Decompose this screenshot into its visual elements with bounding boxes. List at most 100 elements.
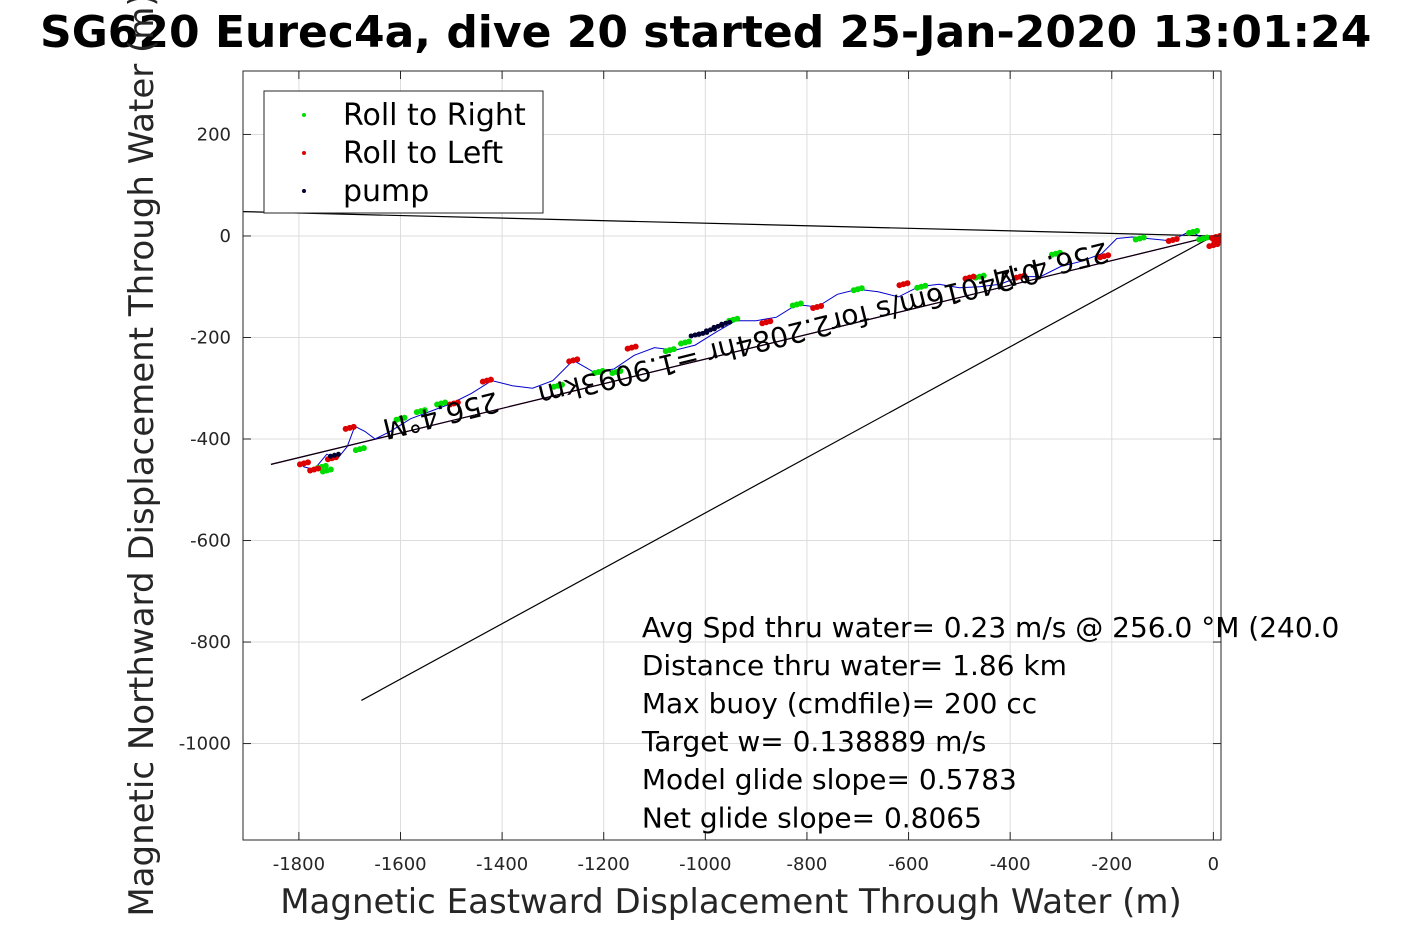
y-tick-label: -200 bbox=[190, 327, 231, 348]
y-tick-label: -1000 bbox=[179, 734, 231, 755]
x-tick-label: -800 bbox=[787, 854, 828, 875]
y-tick-label: -400 bbox=[190, 429, 231, 450]
pump-marker bbox=[703, 328, 709, 334]
track-line bbox=[298, 230, 1219, 471]
pump-marker bbox=[327, 453, 333, 459]
roll-left-marker bbox=[479, 378, 486, 385]
roll-left-marker bbox=[904, 280, 911, 287]
y-tick-label: 0 bbox=[220, 226, 231, 247]
x-tick-label: -1600 bbox=[374, 854, 426, 875]
roll-left-marker bbox=[350, 423, 357, 430]
roll-left-marker bbox=[759, 320, 766, 327]
y-tick-label: -600 bbox=[190, 531, 231, 552]
legend-marker-roll-right bbox=[302, 113, 306, 117]
roll-left-marker bbox=[446, 401, 453, 408]
roll-left-marker bbox=[632, 343, 639, 350]
roll-right-marker bbox=[617, 368, 624, 375]
roll-right-marker bbox=[401, 414, 408, 421]
legend-label-pump: pump bbox=[343, 174, 429, 209]
roll-left-marker bbox=[970, 273, 977, 280]
legend-marker-pump bbox=[302, 189, 306, 193]
roll-right-marker bbox=[797, 300, 804, 307]
roll-right-marker bbox=[850, 287, 857, 294]
roll-right-marker bbox=[360, 445, 367, 452]
roll-left-marker bbox=[962, 275, 969, 282]
roll-right-marker bbox=[1132, 236, 1139, 243]
roll-right-marker bbox=[1056, 249, 1063, 256]
roll-left-marker bbox=[1173, 236, 1180, 243]
roll-left-marker bbox=[574, 356, 581, 363]
roll-left-marker bbox=[342, 425, 349, 432]
roll-left-marker bbox=[810, 305, 817, 312]
roll-left-marker bbox=[454, 399, 461, 406]
roll-right-marker bbox=[322, 462, 329, 469]
roll-left-marker bbox=[896, 282, 903, 289]
pump-marker bbox=[711, 324, 717, 330]
pump-marker bbox=[719, 321, 725, 327]
reference-line bbox=[243, 211, 1214, 237]
roll-left-marker bbox=[487, 376, 494, 383]
roll-right-marker bbox=[327, 466, 334, 473]
pump-marker bbox=[688, 333, 694, 339]
roll-right-marker bbox=[789, 302, 796, 309]
roll-left-marker bbox=[566, 358, 573, 365]
roll-left-marker bbox=[307, 467, 314, 474]
legend-marker-roll-left bbox=[302, 151, 306, 155]
roll-right-marker bbox=[662, 348, 669, 355]
roll-right-marker bbox=[914, 284, 921, 291]
roll-right-marker bbox=[922, 282, 929, 289]
roll-right-marker bbox=[558, 381, 565, 388]
roll-left-marker bbox=[1105, 252, 1112, 259]
annotation-line: Model glide slope= 0.5783 bbox=[642, 763, 1017, 796]
roll-right-marker bbox=[686, 338, 693, 345]
pump-marker bbox=[696, 331, 702, 337]
plot-area bbox=[243, 211, 1221, 701]
pump-marker bbox=[723, 320, 729, 326]
chart-title: SG620 Eurec4a, dive 20 started 25-Jan-20… bbox=[40, 7, 1371, 58]
pump-marker bbox=[727, 319, 733, 325]
roll-left-marker bbox=[1097, 254, 1104, 261]
x-tick-label: -1000 bbox=[679, 854, 731, 875]
roll-left-marker bbox=[1165, 238, 1172, 245]
roll-left-marker bbox=[1013, 274, 1020, 281]
annotation-line: Net glide slope= 0.8065 bbox=[642, 801, 982, 834]
roll-right-marker bbox=[442, 399, 449, 406]
annotation-line: Avg Spd thru water= 0.23 m/s @ 256.0 °M … bbox=[642, 611, 1340, 644]
roll-left-marker bbox=[315, 465, 322, 472]
roll-left-marker bbox=[818, 303, 825, 310]
roll-right-marker bbox=[858, 285, 865, 292]
reference-line bbox=[361, 235, 1214, 701]
roll-left-marker bbox=[304, 459, 311, 466]
roll-right-marker bbox=[1196, 236, 1203, 243]
roll-right-marker bbox=[678, 340, 685, 347]
roll-left-marker bbox=[1214, 241, 1221, 248]
roll-right-marker bbox=[609, 370, 616, 377]
roll-right-marker bbox=[599, 368, 606, 375]
roll-right-marker bbox=[434, 401, 441, 408]
x-tick-label: -600 bbox=[888, 854, 929, 875]
annotation-line: Distance thru water= 1.86 km bbox=[642, 649, 1067, 682]
roll-right-marker bbox=[1048, 251, 1055, 258]
roll-right-marker bbox=[421, 407, 428, 414]
annotation-text: Avg Spd thru water= 0.23 m/s @ 256.0 °M … bbox=[641, 611, 1340, 834]
roll-left-marker bbox=[1206, 243, 1213, 250]
roll-right-marker bbox=[1140, 234, 1147, 241]
x-tick-label: -1200 bbox=[578, 854, 630, 875]
roll-left-marker bbox=[624, 345, 631, 352]
roll-right-marker bbox=[1204, 234, 1211, 241]
legend-label-roll-right: Roll to Right bbox=[343, 98, 526, 133]
roll-right-marker bbox=[1194, 227, 1201, 234]
roll-right-marker bbox=[980, 272, 987, 279]
annotation-line: Max buoy (cmdfile)= 200 cc bbox=[642, 687, 1037, 720]
x-axis-label: Magnetic Eastward Displacement Through W… bbox=[280, 882, 1182, 922]
roll-left-marker bbox=[1021, 272, 1028, 279]
y-tick-label: 200 bbox=[197, 124, 231, 145]
roll-left-marker bbox=[296, 461, 303, 468]
pump-marker bbox=[335, 451, 341, 457]
roll-right-marker bbox=[670, 346, 677, 353]
pump-marker bbox=[700, 330, 706, 336]
roll-left-marker bbox=[767, 318, 774, 325]
roll-right-marker bbox=[1186, 229, 1193, 236]
legend: Roll to Right Roll to Left pump bbox=[263, 90, 544, 214]
legend-label-roll-left: Roll to Left bbox=[343, 136, 503, 171]
